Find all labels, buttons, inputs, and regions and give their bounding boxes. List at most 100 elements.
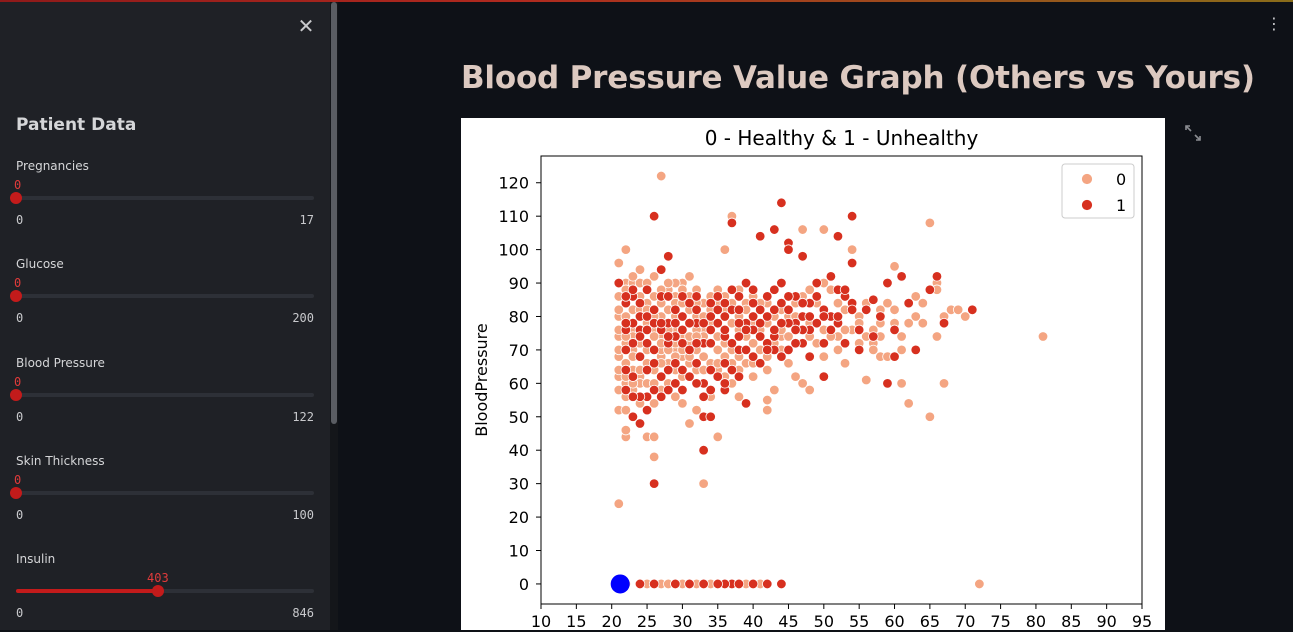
data-point-class-1 [726, 338, 738, 349]
data-point-class-1 [903, 297, 914, 309]
data-point-class-1 [698, 317, 709, 329]
x-tick-label: 75 [990, 612, 1010, 630]
data-point-class-1 [648, 358, 660, 369]
data-point-class-0 [762, 404, 773, 416]
y-tick-label: 120 [498, 174, 529, 193]
plot-frame [540, 155, 1143, 605]
pregnancies-slider[interactable]: Pregnancies 0 0 17 [10, 159, 314, 239]
data-point-class-0 [790, 371, 801, 382]
data-point-class-1 [783, 344, 794, 356]
data-point-class-1 [733, 304, 745, 315]
data-point-class-0 [648, 271, 660, 282]
data-point-class-1 [705, 324, 716, 336]
close-icon[interactable]: ✕ [297, 14, 315, 38]
x-tick-label: 25 [637, 612, 657, 630]
data-point-class-1 [698, 445, 709, 456]
data-point-class-1 [783, 304, 794, 315]
data-point-class-0 [712, 431, 723, 443]
data-point-class-1 [875, 311, 886, 322]
slider-thumb[interactable] [10, 192, 22, 204]
slider-label: Pregnancies [16, 159, 89, 173]
data-point-class-1 [641, 311, 653, 322]
data-point-class-1 [733, 291, 745, 302]
data-point-class-0 [861, 374, 872, 386]
data-point-class-0 [620, 424, 632, 436]
y-tick-label: 100 [498, 241, 529, 260]
slider-thumb[interactable] [10, 389, 22, 401]
data-point-class-1 [882, 277, 893, 289]
data-point-class-1 [818, 311, 830, 322]
data-point-class-1 [740, 324, 752, 336]
data-point-class-1 [698, 578, 709, 590]
y-tick-label: 80 [509, 307, 529, 326]
page-title: Blood Pressure Value Graph (Others vs Yo… [461, 60, 1255, 96]
data-point-class-0 [896, 378, 907, 389]
slider-thumb[interactable] [10, 290, 22, 302]
blood-pressure-slider[interactable]: Blood Pressure 0 0 122 [10, 356, 314, 436]
data-point-class-1 [818, 338, 830, 349]
slider-track[interactable] [16, 589, 314, 593]
data-point-class-0 [797, 378, 808, 389]
vertical-ellipsis-icon[interactable]: ⋮ [1266, 14, 1282, 33]
slider-value: 0 [14, 473, 22, 487]
slider-max: 17 [299, 213, 314, 227]
data-point-class-0 [910, 311, 921, 322]
data-point-class-0 [762, 364, 773, 376]
slider-min: 0 [16, 410, 24, 424]
data-point-class-1 [762, 578, 773, 590]
data-point-class-1 [620, 344, 632, 356]
data-point-class-1 [825, 271, 837, 282]
x-tick-label: 45 [778, 612, 798, 630]
slider-track[interactable] [16, 294, 314, 298]
data-point-class-1 [931, 271, 943, 282]
data-point-class-1 [677, 338, 688, 349]
data-point-class-1 [705, 411, 716, 422]
data-point-class-0 [889, 304, 900, 315]
data-point-class-1 [627, 411, 639, 422]
data-point-class-1 [641, 364, 653, 376]
data-point-class-1 [663, 251, 674, 262]
data-point-class-1 [868, 331, 879, 342]
y-tick-label: 40 [509, 441, 529, 460]
slider-track[interactable] [16, 196, 314, 200]
insulin-slider[interactable]: Insulin 403 0 846 [16, 552, 314, 632]
slider-track[interactable] [16, 393, 314, 397]
data-point-class-1 [719, 358, 731, 369]
slider-min: 0 [16, 213, 24, 227]
data-point-class-1 [613, 277, 624, 289]
slider-label: Glucose [16, 257, 64, 271]
data-point-class-0 [747, 338, 759, 349]
data-point-class-0 [747, 371, 759, 382]
data-point-class-1 [776, 578, 787, 590]
skin-thickness-slider[interactable]: Skin Thickness 0 0 100 [10, 454, 314, 534]
sidebar-scrollbar-thumb[interactable] [331, 2, 337, 424]
data-point-class-1 [776, 351, 787, 362]
data-point-class-1 [832, 311, 844, 322]
data-point-class-1 [861, 304, 872, 315]
data-point-class-0 [613, 257, 624, 269]
data-point-class-0 [804, 384, 815, 396]
slider-thumb[interactable] [151, 585, 164, 597]
slider-max: 100 [292, 508, 314, 522]
data-point-class-0 [924, 411, 936, 422]
legend-box [1061, 163, 1135, 219]
data-point-class-1 [620, 291, 632, 302]
data-point-class-1 [846, 257, 858, 269]
data-point-class-1 [733, 578, 745, 590]
x-tick-label: 55 [849, 612, 869, 630]
fullscreen-expand-icon[interactable] [1184, 124, 1202, 142]
slider-label: Skin Thickness [16, 454, 105, 468]
y-tick-label: 50 [509, 408, 529, 427]
x-tick-label: 70 [955, 612, 975, 630]
slider-thumb[interactable] [10, 487, 22, 499]
data-point-class-0 [762, 394, 773, 406]
data-point-class-0 [698, 351, 709, 362]
data-point-class-0 [655, 170, 667, 182]
glucose-slider[interactable]: Glucose 0 0 200 [10, 257, 314, 337]
data-point-class-1 [641, 324, 653, 336]
data-point-class-1 [705, 384, 716, 396]
data-point-class-1 [882, 378, 893, 389]
data-point-class-0 [818, 224, 830, 235]
slider-track[interactable] [16, 491, 314, 495]
slider-min: 0 [16, 606, 24, 620]
